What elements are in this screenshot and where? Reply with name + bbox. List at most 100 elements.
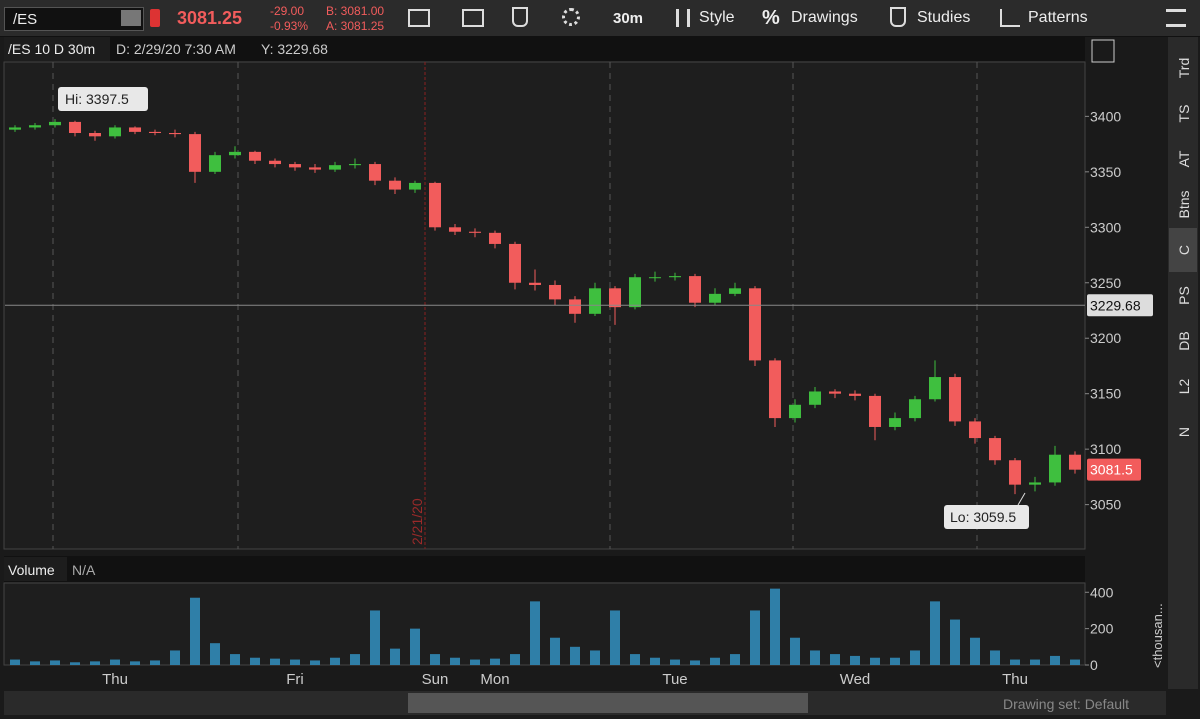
chart-symbol: /ES 10 D 30m bbox=[8, 41, 95, 57]
volume-bar bbox=[210, 643, 220, 665]
hi-box bbox=[58, 87, 148, 111]
candle-body bbox=[789, 404, 801, 419]
volume-bar bbox=[570, 646, 580, 665]
candle-body bbox=[709, 293, 721, 303]
volume-bar bbox=[410, 628, 420, 665]
lo-pointer bbox=[1017, 492, 1026, 506]
candle-body bbox=[629, 277, 641, 308]
bid: B: 3081.00 bbox=[326, 4, 385, 18]
volume-bar bbox=[990, 650, 1000, 665]
volume-bar bbox=[550, 637, 560, 665]
patterns-button[interactable]: Patterns bbox=[1028, 9, 1088, 26]
candle-body bbox=[729, 288, 741, 294]
flask-icon[interactable] bbox=[512, 7, 528, 27]
volume-bar bbox=[370, 610, 380, 665]
volume-bar bbox=[970, 637, 980, 665]
style-button[interactable]: Style bbox=[699, 9, 735, 26]
interval[interactable]: 30m bbox=[613, 10, 644, 27]
volume-bar bbox=[1050, 655, 1060, 665]
toolbar: /ES 3081.25 -29.00 -0.93% B: 3081.00 A: … bbox=[0, 0, 1200, 37]
drawing-set: Drawing set: Default bbox=[1003, 696, 1129, 712]
volume-bar bbox=[930, 601, 940, 665]
change: -29.00 bbox=[270, 4, 305, 18]
volume-bar bbox=[130, 661, 140, 665]
dropdown[interactable] bbox=[121, 10, 141, 26]
y-tick-label: 3350 bbox=[1090, 164, 1121, 180]
x-tick-label: Tue bbox=[662, 671, 687, 688]
settings-icon[interactable] bbox=[462, 9, 484, 27]
lo-box bbox=[944, 505, 1029, 529]
side-tab: AT bbox=[1176, 150, 1192, 167]
candle-body bbox=[1009, 460, 1021, 485]
volume-y-tick-label: 0 bbox=[1090, 657, 1098, 673]
volume-bar bbox=[190, 597, 200, 665]
cursor-date: D: 2/29/20 7:30 AM bbox=[116, 41, 236, 57]
side-tab: TS bbox=[1176, 105, 1192, 123]
change-pct: -0.93% bbox=[270, 19, 309, 33]
candle-body bbox=[489, 232, 501, 244]
volume-bar bbox=[430, 654, 440, 665]
candle-body bbox=[29, 125, 41, 128]
y-tick-label: 3100 bbox=[1090, 441, 1121, 457]
volume-bar bbox=[330, 657, 340, 665]
header-symbol-box bbox=[4, 37, 110, 61]
candle-body bbox=[929, 377, 941, 400]
style-icon bbox=[676, 9, 690, 27]
hi-label: Hi: 3397.5 bbox=[65, 91, 129, 107]
candle-body bbox=[1069, 454, 1081, 470]
studies-button[interactable]: Studies bbox=[917, 9, 971, 26]
candle-body bbox=[769, 360, 781, 419]
drawings-button[interactable]: Drawings bbox=[791, 9, 858, 26]
axis-button[interactable] bbox=[1091, 39, 1115, 63]
share-icon[interactable] bbox=[408, 9, 430, 27]
candle-body bbox=[269, 160, 281, 165]
volume-bar bbox=[270, 658, 280, 665]
volume-bar bbox=[750, 610, 760, 665]
volume-bar bbox=[510, 654, 520, 665]
volume-bar bbox=[310, 660, 320, 665]
candle-body bbox=[69, 121, 81, 133]
x-tick-label: Thu bbox=[1002, 671, 1028, 688]
candle-body bbox=[989, 438, 1001, 461]
volume-title: Volume bbox=[8, 562, 55, 578]
volume-bar bbox=[290, 659, 300, 665]
candle-body bbox=[669, 276, 681, 278]
volume-bar bbox=[70, 662, 80, 665]
volume-bar bbox=[810, 650, 820, 665]
candle-body bbox=[149, 131, 161, 133]
volume-bar bbox=[530, 601, 540, 665]
volume-bar bbox=[770, 588, 780, 665]
candle-body bbox=[849, 393, 861, 396]
date-marker: 2/21/20 bbox=[409, 498, 425, 545]
symbol-box[interactable]: /ES bbox=[4, 7, 144, 31]
candle-body bbox=[169, 132, 181, 135]
menu-icon[interactable] bbox=[1166, 9, 1186, 27]
candle-body bbox=[869, 395, 881, 427]
volume-bar bbox=[230, 654, 240, 665]
candle-body bbox=[549, 284, 561, 300]
volume-bar bbox=[450, 657, 460, 665]
candle-body bbox=[569, 299, 581, 314]
candle-body bbox=[909, 399, 921, 419]
side-tab: C bbox=[1176, 245, 1192, 255]
gear-icon[interactable] bbox=[562, 8, 580, 26]
candle-body bbox=[289, 164, 301, 168]
candle-body bbox=[589, 288, 601, 314]
volume-unit: <thousan... bbox=[1150, 603, 1165, 668]
cursor-y: Y: 3229.68 bbox=[261, 41, 328, 57]
volume-bar bbox=[730, 654, 740, 665]
volume-bar bbox=[610, 610, 620, 665]
candle-body bbox=[389, 180, 401, 190]
candle-body bbox=[409, 182, 421, 190]
side-tab: DB bbox=[1176, 331, 1192, 350]
side-tab: Btns bbox=[1176, 190, 1192, 218]
x-tick-label: Thu bbox=[102, 671, 128, 688]
candle-body bbox=[349, 164, 361, 166]
scroll-thumb[interactable] bbox=[408, 693, 808, 713]
x-tick-label: Sun bbox=[422, 671, 449, 688]
side-tab: PS bbox=[1176, 286, 1192, 305]
candle-body bbox=[949, 377, 961, 422]
volume-plot bbox=[3, 582, 1086, 666]
volume-bar bbox=[1010, 659, 1020, 665]
